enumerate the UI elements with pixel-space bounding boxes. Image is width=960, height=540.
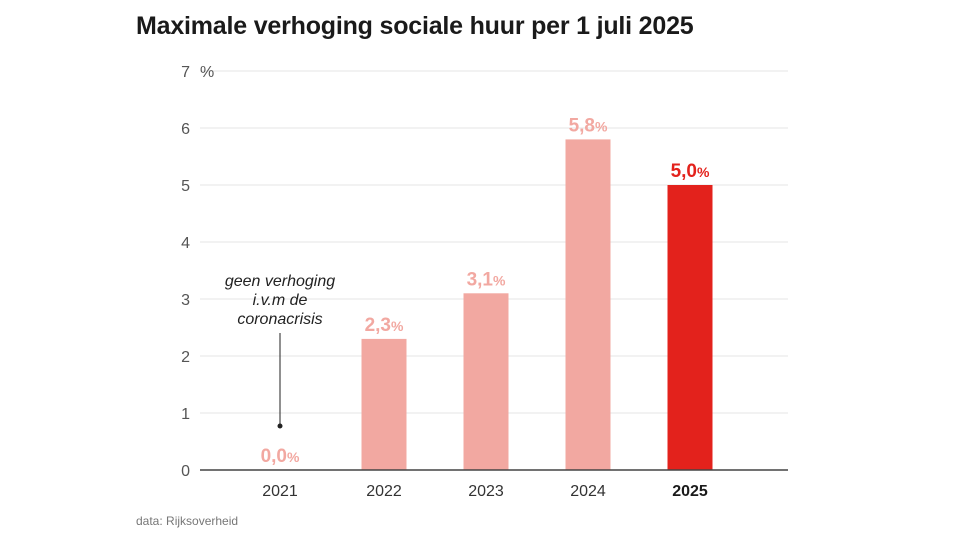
x-tick-label-2023: 2023	[468, 483, 504, 500]
data-label-2024: 5,8%	[569, 115, 608, 136]
x-tick-label-2021: 2021	[262, 483, 298, 500]
bar-2023	[463, 293, 509, 470]
bar-2022	[361, 338, 407, 470]
annotation-line: i.v.m de	[253, 292, 308, 309]
annotation-line: geen verhoging	[225, 273, 335, 290]
data-label-2022: 2,3%	[365, 315, 404, 336]
x-tick-label-2025: 2025	[672, 483, 708, 500]
data-label-2021: 0,0%	[261, 446, 300, 467]
chart-title: Maximale verhoging sociale huur per 1 ju…	[136, 12, 694, 40]
annotation-line: coronacrisis	[237, 311, 322, 328]
bar-2024	[565, 139, 611, 470]
y-tick-label: 0	[181, 463, 190, 480]
y-tick-label: 4	[181, 235, 190, 252]
y-tick-label: 3	[181, 292, 190, 309]
bar-2025	[667, 185, 713, 470]
data-source: data: Rijksoverheid	[136, 514, 239, 528]
annotation-dot	[277, 423, 283, 429]
y-tick-label: 1	[181, 406, 190, 423]
y-tick-label: 2	[181, 349, 190, 366]
x-tick-label-2024: 2024	[570, 483, 606, 500]
data-label-2025: 5,0%	[671, 161, 710, 182]
x-tick-label-2022: 2022	[366, 483, 402, 500]
y-tick-label: 6	[181, 121, 190, 138]
y-unit-label: %	[200, 64, 214, 81]
y-tick-label: 7	[181, 64, 190, 81]
y-tick-label: 5	[181, 178, 190, 195]
data-label-2023: 3,1%	[467, 269, 506, 290]
